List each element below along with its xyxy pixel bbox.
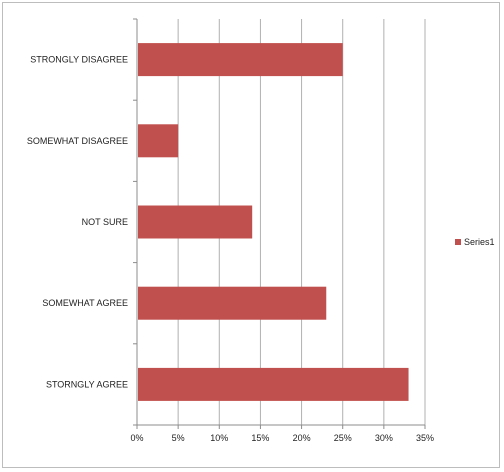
- bar: [138, 124, 178, 157]
- x-tick-label: 35%: [416, 433, 434, 443]
- bar: [138, 287, 326, 320]
- x-tick-label: 5%: [172, 433, 185, 443]
- bar: [138, 206, 252, 239]
- category-label: STORNGLY AGREE: [46, 379, 128, 389]
- x-tick-label: 30%: [375, 433, 393, 443]
- x-tick-label: 0%: [130, 433, 143, 443]
- category-label: STRONGLY DISAGREE: [30, 55, 128, 65]
- bar: [138, 43, 343, 76]
- category-labels: STRONGLY DISAGREE SOMEWHAT DISAGREE NOT SU…: [27, 55, 128, 390]
- legend-label: Series1: [464, 237, 495, 247]
- x-tick-label: 15%: [251, 433, 269, 443]
- chart-frame: 0% 5% 10% 15% 20% 25% 30% 35% STRONGLY DISAGREE…: [2, 2, 500, 468]
- x-tick-label: 10%: [210, 433, 228, 443]
- x-tick-label: 20%: [293, 433, 311, 443]
- legend: Series1: [455, 237, 495, 247]
- chart-plot: 0% 5% 10% 15% 20% 25% 30% 35% STRONGLY DISAGREE…: [3, 3, 501, 469]
- category-label: NOT SURE: [82, 217, 128, 227]
- category-label: SOMEWHAT AGREE: [42, 298, 128, 308]
- category-label: SOMEWHAT DISAGREE: [27, 136, 128, 146]
- legend-swatch: [455, 239, 461, 245]
- bar: [138, 368, 409, 401]
- x-tick-labels: 0% 5% 10% 15% 20% 25% 30% 35%: [130, 433, 434, 443]
- x-tick-label: 25%: [334, 433, 352, 443]
